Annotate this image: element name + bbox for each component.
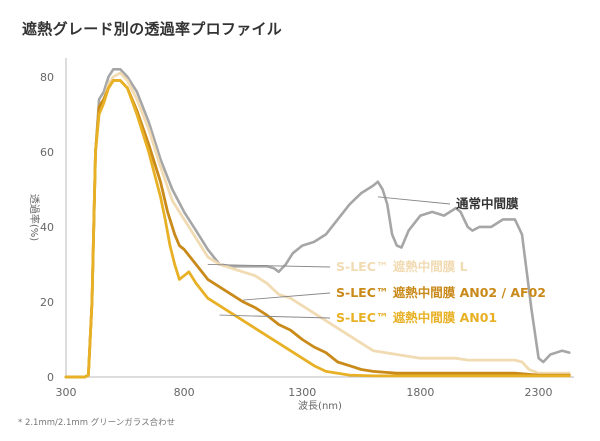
leader-line-1 — [207, 263, 331, 268]
y-tick-label: 60 — [40, 146, 54, 159]
x-tick-label: 800 — [174, 386, 195, 399]
leader-line-2 — [243, 292, 331, 301]
leader-line-0 — [377, 196, 451, 205]
series-label-3: S-LEC™ 遮熱中間膜 AN01 — [336, 310, 497, 325]
series-label-2: S-LEC™ 遮熱中間膜 AN02 / AF02 — [336, 285, 546, 300]
x-tick-label: 2300 — [525, 386, 553, 399]
footnote: * 2.1mm/2.1mm グリーンガラス合わせ — [18, 418, 176, 428]
series-labels: 通常中間膜 S-LEC™ 遮熱中間膜 L S-LEC™ 遮熱中間膜 AN02 / A… — [207, 196, 546, 325]
leader-line-3 — [219, 314, 331, 319]
y-tick-label: 0 — [47, 371, 54, 384]
y-tick-label: 40 — [40, 221, 54, 234]
x-tick-label: 1800 — [406, 386, 434, 399]
series-line-1 — [64, 71, 571, 379]
chart-title: 遮熱グレード別の透過率プロファイル — [22, 20, 283, 38]
series-group — [64, 68, 571, 379]
series-line-3 — [64, 79, 571, 379]
x-tick-label: 300 — [56, 386, 77, 399]
axes: 0 20 40 60 80 300 800 1300 1800 2300 波長(nm) 透過率(%) — [28, 58, 574, 412]
series-line-0 — [64, 68, 571, 379]
series-label-1: S-LEC™ 遮熱中間膜 L — [336, 259, 468, 274]
y-axis-label: 透過率(%) — [28, 194, 41, 241]
y-tick-label: 20 — [40, 296, 54, 309]
x-tick-label: 1300 — [288, 386, 316, 399]
series-label-0: 通常中間膜 — [456, 196, 519, 211]
x-axis-label: 波長(nm) — [298, 399, 342, 412]
y-tick-label: 80 — [40, 71, 54, 84]
